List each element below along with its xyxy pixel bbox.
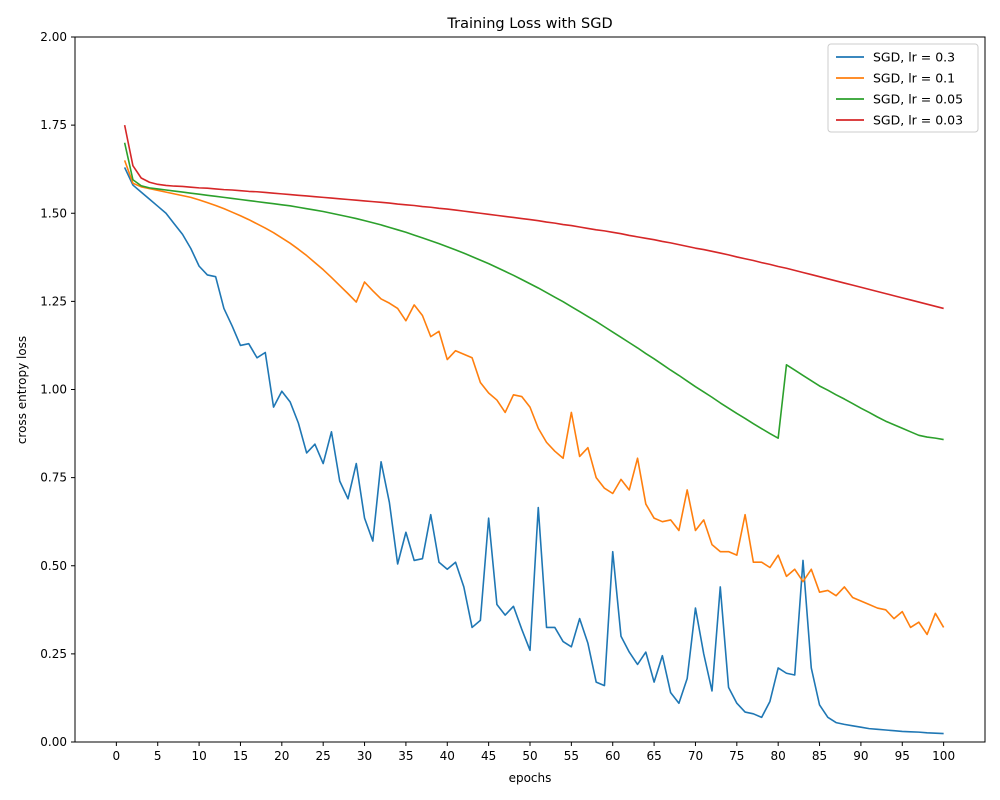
series-line-1 [123, 160, 945, 636]
series-line-0 [123, 167, 944, 735]
x-tick-label: 45 [481, 749, 496, 763]
y-axis: 0.00 0.25 0.50 0.75 1.00 1.25 1.50 1.75 2.00 [40, 30, 75, 749]
x-tick-label: 5 [154, 749, 162, 763]
x-axis-label: epochs [509, 771, 552, 785]
x-tick-label: 55 [564, 749, 579, 763]
x-tick-label: 65 [646, 749, 661, 763]
x-axis: 0 5 10 15 20 25 30 35 40 45 50 55 60 65 70 75 80 85 90 95 10… [113, 742, 955, 763]
y-tick-label: 1.00 [40, 383, 67, 397]
x-tick-label: 0 [113, 749, 121, 763]
axes-frame [74, 36, 986, 743]
y-tick-label: 0.00 [40, 735, 67, 749]
x-tick-label: 20 [274, 749, 289, 763]
x-tick-label: 15 [233, 749, 248, 763]
chart-title: Training Loss with SGD [446, 16, 612, 32]
legend-box [827, 43, 979, 133]
series-line-3 [123, 124, 944, 310]
y-tick-label: 1.75 [40, 118, 67, 132]
x-tick-label: 50 [522, 749, 537, 763]
series-lines [123, 124, 945, 735]
y-tick-label: 0.50 [40, 559, 67, 573]
x-tick-label: 90 [853, 749, 868, 763]
x-tick-label: 75 [729, 749, 744, 763]
legend-label: SGD, lr = 0.03 [873, 113, 963, 128]
x-tick-label: 100 [932, 749, 955, 763]
x-tick-label: 10 [191, 749, 206, 763]
legend-label: SGD, lr = 0.1 [873, 71, 955, 86]
x-tick-label: 25 [316, 749, 331, 763]
y-tick-label: 1.25 [40, 294, 67, 308]
series-line-2 [123, 142, 944, 441]
y-tick-label: 0.75 [40, 471, 67, 485]
legend-label: SGD, lr = 0.3 [873, 50, 955, 65]
legend: SGD, lr = 0.3 SGD, lr = 0.1 SGD, lr = 0.05… [827, 43, 979, 133]
x-tick-label: 60 [605, 749, 620, 763]
y-tick-label: 0.25 [40, 647, 67, 661]
x-tick-label: 35 [398, 749, 413, 763]
y-axis-label: cross entropy loss [15, 336, 29, 444]
x-tick-label: 70 [688, 749, 703, 763]
x-tick-label: 85 [812, 749, 827, 763]
x-tick-label: 80 [771, 749, 786, 763]
legend-label: SGD, lr = 0.05 [873, 92, 963, 107]
y-tick-label: 1.50 [40, 206, 67, 220]
x-tick-label: 95 [895, 749, 910, 763]
x-tick-label: 40 [440, 749, 455, 763]
y-tick-label: 2.00 [40, 30, 67, 44]
x-tick-label: 30 [357, 749, 372, 763]
